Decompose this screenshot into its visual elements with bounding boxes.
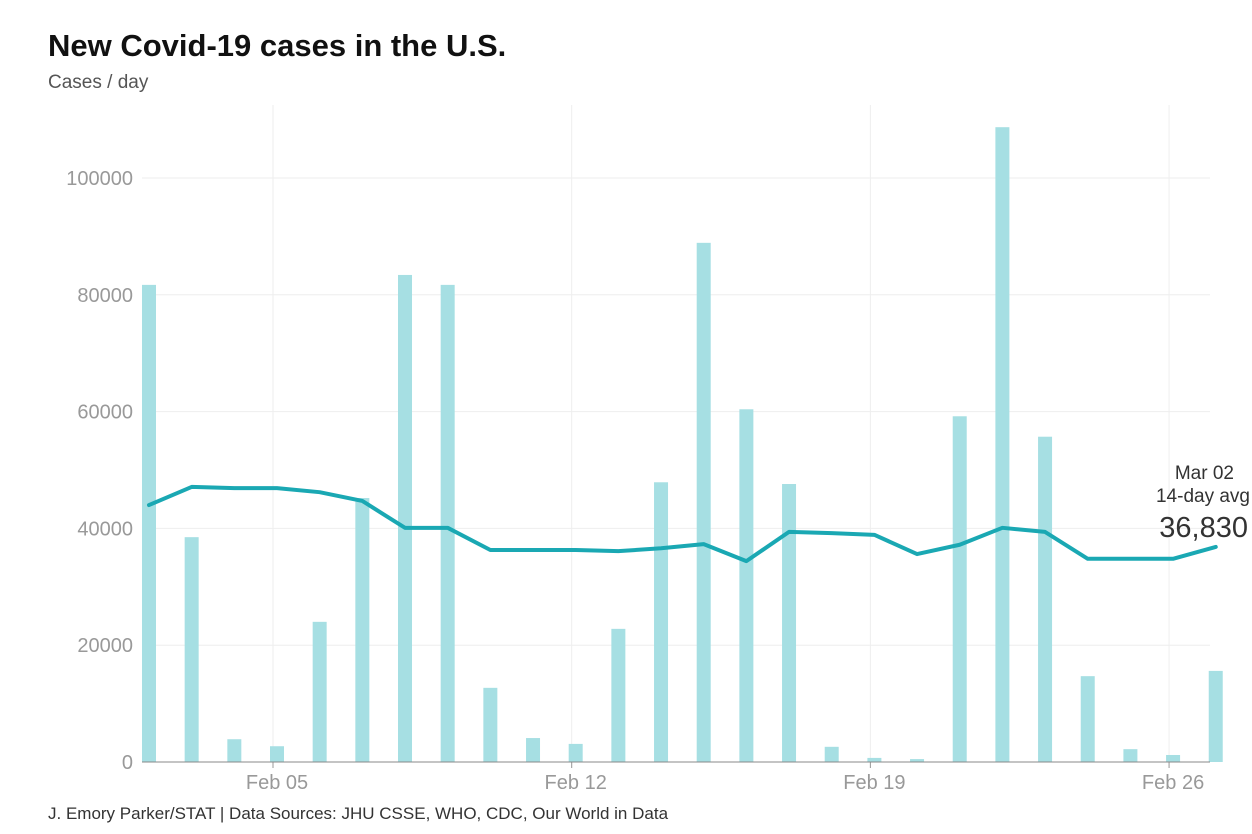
bar <box>440 284 455 762</box>
bar <box>355 498 370 762</box>
bar <box>526 738 541 762</box>
x-tick-label: Feb 05 <box>246 772 308 794</box>
chart-subtitle: Cases / day <box>48 72 149 93</box>
bar <box>696 242 711 763</box>
y-tick-label: 20000 <box>77 635 133 657</box>
bar <box>1123 749 1138 762</box>
bar <box>867 757 882 762</box>
y-tick-label: 0 <box>122 752 133 774</box>
x-tick-label: Feb 19 <box>843 772 905 794</box>
bar <box>910 759 925 762</box>
bar <box>483 687 498 762</box>
bar <box>270 746 284 762</box>
x-tick-label: Feb 12 <box>545 772 607 794</box>
bar <box>184 537 199 762</box>
bar <box>654 482 669 762</box>
bar <box>611 628 626 762</box>
x-tick-label: Feb 26 <box>1142 772 1204 794</box>
bar <box>398 274 413 762</box>
bar <box>824 746 839 762</box>
bar <box>568 743 583 762</box>
bar <box>227 739 242 762</box>
bar <box>1038 436 1053 762</box>
y-tick-label: 60000 <box>77 402 133 424</box>
bar <box>1080 676 1095 762</box>
chart-title: New Covid-19 cases in the U.S. <box>48 28 507 63</box>
source-note: J. Emory Parker/STAT | Data Sources: JHU… <box>48 804 669 823</box>
bar <box>739 409 754 762</box>
bar <box>312 621 327 762</box>
bar <box>1166 754 1181 762</box>
annotation-date: Mar 02 <box>1175 463 1234 484</box>
y-tick-label: 80000 <box>77 285 133 307</box>
bar <box>952 416 967 762</box>
y-tick-label: 100000 <box>66 168 133 190</box>
y-tick-label: 40000 <box>77 518 133 540</box>
avg-line <box>146 484 1218 564</box>
bar <box>1208 670 1223 762</box>
bar <box>995 127 1010 762</box>
annotation-value: 36,830 <box>1159 512 1248 544</box>
bar <box>141 284 156 762</box>
bar <box>782 484 797 762</box>
annotation-label: 14-day avg <box>1156 486 1250 507</box>
